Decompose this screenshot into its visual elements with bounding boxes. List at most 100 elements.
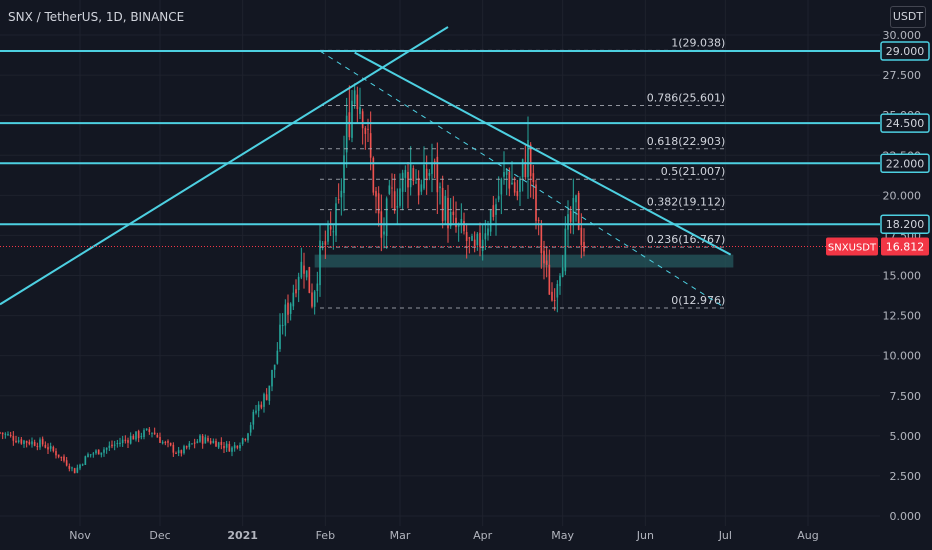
candle-body [129,435,132,444]
candle-body [100,452,103,455]
candle-body [153,432,156,435]
candle-body [233,445,236,449]
support-zone [314,254,734,268]
candle-body [1,432,4,435]
candle-body [36,446,39,448]
candle-body [572,197,575,223]
candle-body [553,300,556,302]
candle-body [481,239,484,252]
candle-body [503,172,505,177]
price-tick-label: 5.000 [890,430,922,443]
candle-body [175,452,177,454]
candle-body [409,164,412,188]
candle-body [428,173,431,176]
candle-body [265,394,268,400]
candle-body [79,464,81,469]
currency-button[interactable]: USDT [890,6,926,28]
candle-body [361,111,364,129]
fib-level-label: 0.382(19.112) [647,196,726,209]
price-tick-label: 12.500 [883,310,922,323]
candle-body [108,445,111,448]
candle-body [260,404,263,408]
candle-body [420,184,423,192]
candle-body [484,233,487,240]
candle-body [273,364,276,370]
support-zone-rect [314,254,734,268]
candle-body [345,115,348,153]
candle-body [308,267,311,293]
level-price-tag [880,153,930,174]
candle-body [199,435,201,442]
candle-body [143,430,145,437]
candle-body [241,438,244,444]
candle-body [12,436,15,441]
candle-body [204,437,207,444]
candle-body [337,198,340,200]
candle-body [76,467,79,473]
candle-body [353,90,356,104]
candle-body [527,140,529,178]
candle-body [183,446,185,454]
candle-body [97,449,100,455]
fib-level-label: 0.236(16.767) [647,233,726,246]
fib-level-label: 0(12.976) [671,294,725,307]
level-price-tag [880,113,930,133]
candle-body [295,289,297,294]
candle-body [423,164,425,189]
candle-body [388,185,391,194]
candle-body [276,350,279,364]
candle-body [127,440,129,443]
price-axis-background [880,0,932,550]
candle-body [185,446,188,448]
candle-body [375,191,377,197]
candle-body [244,438,247,440]
candle-body [113,444,116,446]
candle-body [28,441,31,445]
candle-body [119,442,121,444]
time-tick-label: 2021 [227,529,258,542]
candle-body [191,443,193,445]
candle-body [177,450,180,454]
candle-body [460,219,463,226]
candle-body [551,291,553,301]
candle-body [545,260,548,265]
candle-body [468,237,471,239]
candle-body [105,447,108,450]
candle-body [228,444,231,452]
candle-body [9,434,12,436]
candle-body [473,239,476,248]
candle-body [231,447,233,452]
candle-body [431,162,433,174]
candle-body [132,435,135,440]
candle-body [399,188,401,206]
candle-body [257,404,260,411]
candle-body [236,445,239,448]
candle-body [367,128,369,130]
candle-body [327,224,329,242]
candle-body [92,453,95,455]
candle-body [212,440,215,444]
candle-body [239,444,241,449]
candle-body [151,432,153,434]
time-tick-label: Mar [390,529,411,542]
candle-body [348,112,351,138]
horizontal-levels [0,50,880,247]
candle-body [25,440,28,443]
candle-body [220,441,223,445]
candle-body [140,436,143,438]
candle-body [540,224,543,254]
candle-body [369,133,372,158]
fib-level-label: 0.5(21.007) [661,165,726,178]
candle-body [81,464,84,466]
candle-body [135,431,137,440]
candle-body [575,195,577,203]
candle-body [463,221,465,232]
candle-body [68,466,71,469]
level-price-text: 24.500 [886,117,925,130]
candle-body [580,227,583,245]
candle-body [252,411,255,425]
candle-body [521,159,524,178]
symbol-title: SNX / TetherUS, 1D, BINANCE [8,10,185,24]
candle-body [279,324,281,350]
